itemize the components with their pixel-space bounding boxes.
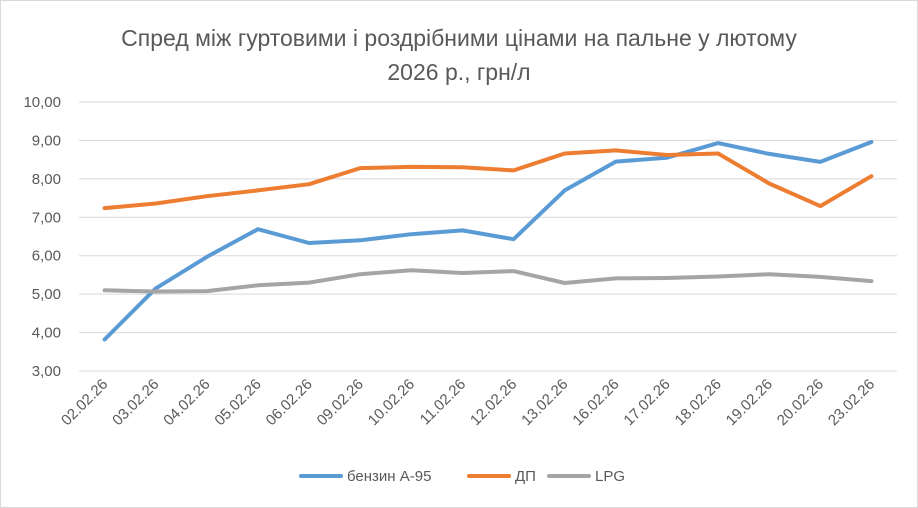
legend-label: бензин А-95 xyxy=(347,468,431,485)
legend-label: ДП xyxy=(515,468,536,485)
y-tick-label: 6,00 xyxy=(32,248,61,265)
chart-title: Спред між гуртовими і роздрібними цінами… xyxy=(121,25,797,85)
x-tick-label: 06.02.26 xyxy=(263,376,316,429)
y-tick-label: 7,00 xyxy=(32,209,61,226)
x-tick-label: 02.02.26 xyxy=(58,376,111,429)
legend-label: LPG xyxy=(595,468,625,485)
x-tick-label: 04.02.26 xyxy=(160,376,213,429)
x-tick-label: 17.02.26 xyxy=(620,376,673,429)
gridlines xyxy=(79,101,897,372)
y-tick-labels: 3,00 4,00 5,00 6,00 7,00 8,00 9,00 10,00 xyxy=(23,94,61,380)
y-tick-label: 8,00 xyxy=(32,171,61,188)
x-tick-label: 03.02.26 xyxy=(109,376,162,429)
x-tick-labels: 02.02.2603.02.2604.02.2605.02.2606.02.26… xyxy=(58,376,878,429)
x-tick-label: 10.02.26 xyxy=(365,376,418,429)
y-tick-label: 5,00 xyxy=(32,286,61,303)
x-tick-label: 23.02.26 xyxy=(825,376,878,429)
x-tick-label: 13.02.26 xyxy=(518,376,571,429)
x-tick-label: 20.02.26 xyxy=(774,376,827,429)
legend: бензин А-95 ДП LPG xyxy=(299,468,625,485)
x-tick-label: 16.02.26 xyxy=(569,376,622,429)
x-tick-label: 12.02.26 xyxy=(467,376,520,429)
x-tick-label: 05.02.26 xyxy=(211,376,264,429)
series-line-0 xyxy=(102,140,874,342)
y-tick-label: 3,00 xyxy=(32,363,61,380)
x-tick-label: 18.02.26 xyxy=(672,376,725,429)
y-tick-label: 4,00 xyxy=(32,325,61,342)
y-tick-label: 9,00 xyxy=(32,132,61,149)
x-tick-label: 11.02.26 xyxy=(417,376,470,429)
series-lines xyxy=(102,140,874,342)
series-line-1 xyxy=(102,148,874,211)
y-tick-label: 10,00 xyxy=(23,94,61,111)
x-tick-label: 19.02.26 xyxy=(723,376,776,429)
series-line-2 xyxy=(102,268,874,294)
x-tick-label: 09.02.26 xyxy=(314,376,367,429)
